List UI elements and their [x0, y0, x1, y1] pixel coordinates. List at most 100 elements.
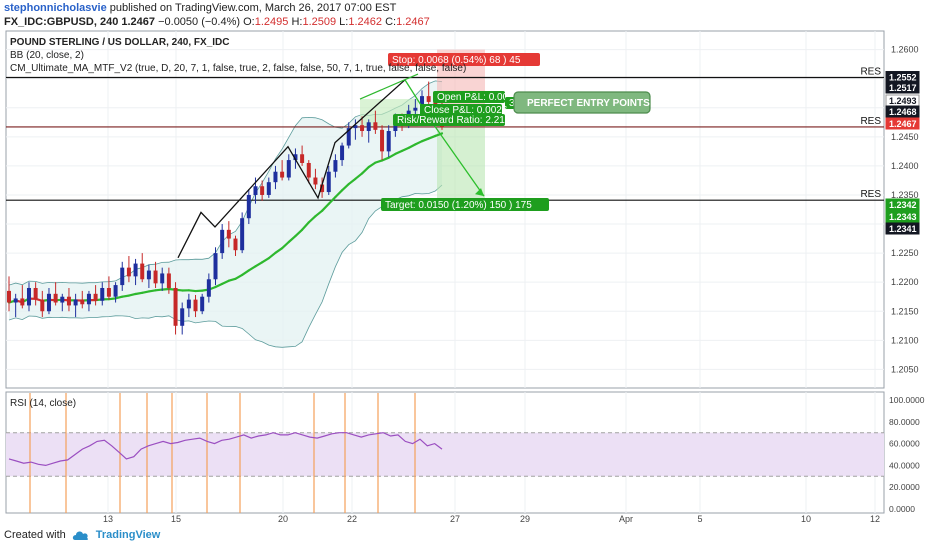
res-label: RES	[860, 189, 881, 200]
legend-bb: BB (20, close, 2)	[10, 50, 84, 61]
ma-segment	[400, 146, 410, 153]
ma-segment	[254, 261, 264, 268]
price-tag-label: 1.2467	[889, 119, 917, 129]
ma-segment	[274, 247, 284, 254]
target-label-bg	[381, 198, 549, 211]
ma-segment	[347, 177, 357, 186]
close-value: 1.2467	[396, 16, 430, 28]
candle-body	[266, 182, 271, 195]
price-tag-bg	[885, 210, 920, 223]
candle-body	[40, 299, 45, 312]
candle-body	[260, 186, 265, 195]
price-tag-bg	[885, 198, 920, 211]
high-value: 1.2509	[302, 16, 337, 28]
candle-body	[360, 125, 365, 132]
publish-line: stephonnicholasvie published on TradingV…	[4, 2, 396, 14]
candle-body	[380, 129, 385, 152]
res-label: RES	[860, 116, 881, 127]
time-tick-label: 22	[347, 514, 357, 524]
ma-segment	[241, 269, 250, 277]
tradingview-logo-text[interactable]: TradingView	[95, 529, 161, 541]
target-label: Target: 0.0150 (1.20%) 150 ) 175	[385, 200, 532, 211]
candle-body	[7, 290, 11, 303]
ma-segment	[327, 195, 337, 205]
ma-segment	[247, 265, 257, 272]
price-tick-label: 1.2450	[891, 132, 919, 142]
time-tick-label: 10	[801, 514, 811, 524]
candle-body	[46, 293, 51, 312]
price-tag-bg	[885, 222, 920, 235]
ma-segment	[267, 251, 277, 260]
ma-segment	[147, 289, 157, 293]
legend-rsi: RSI (14, close)	[10, 398, 77, 409]
perfect-entry-box	[513, 91, 651, 114]
candle-body	[373, 122, 378, 130]
candle-body	[140, 263, 145, 280]
candle-body	[273, 171, 278, 183]
open-value: 1.2495	[254, 16, 289, 28]
ma-segment	[374, 159, 384, 164]
ma-segment	[127, 292, 137, 297]
candle-body	[186, 299, 191, 309]
price-tick-label: 1.2050	[891, 364, 919, 374]
risk-reward-label-bg	[393, 114, 505, 126]
pattern-line	[177, 79, 406, 259]
ma-segment	[134, 291, 144, 296]
time-tick-label: 15	[171, 514, 181, 524]
candle-body	[346, 128, 351, 146]
entry-trend-line	[359, 73, 419, 100]
res-label: RES	[860, 67, 881, 78]
time-tick-label: 27	[450, 514, 460, 524]
ma-segment	[261, 257, 270, 264]
author-link[interactable]: stephonnicholasvie	[4, 2, 107, 14]
price-tag-bg	[885, 81, 920, 94]
price-tag-label: 1.2493	[889, 96, 917, 106]
ma-segment	[427, 134, 437, 140]
candle-body	[126, 267, 131, 277]
ma-segment	[187, 289, 197, 293]
ma-segment	[394, 149, 404, 156]
candle-body	[73, 299, 78, 306]
candle-body	[113, 285, 118, 297]
ma-segment	[354, 172, 364, 180]
risk-reward-label: Risk/Reward Ratio: 2.21	[397, 115, 505, 126]
candle-body	[313, 177, 318, 185]
price-tag-label: 1.2468	[889, 107, 917, 117]
rsi-tick-label: 80.0000	[889, 417, 920, 427]
ma-segment	[287, 234, 297, 244]
candle-body	[13, 298, 18, 303]
low-value: 1.2462	[348, 16, 383, 28]
candle-body	[426, 96, 431, 102]
ma-segment	[121, 294, 131, 298]
candle-body	[53, 293, 58, 303]
ma-segment	[320, 202, 330, 212]
ma-segment	[367, 161, 377, 169]
time-tick-label: 20	[278, 514, 288, 524]
ma-segment	[387, 152, 397, 159]
ma-segment	[340, 182, 350, 192]
price-tag-bg	[885, 117, 920, 130]
main-pane-frame	[5, 30, 885, 389]
candle-body	[353, 125, 358, 129]
rsi-band	[6, 432, 884, 477]
price-tick-label: 1.2150	[891, 306, 919, 316]
price-tag-label: 1.2342	[889, 200, 917, 210]
candle-body	[86, 293, 91, 305]
footer: Created with TradingView	[4, 529, 160, 541]
candle-body	[226, 229, 231, 239]
symbol-name: FX_IDC:GBPUSD, 240	[4, 16, 119, 28]
ma-segment	[234, 273, 244, 280]
candle-body	[206, 279, 211, 297]
close-label: C:	[385, 16, 397, 28]
time-tick-label: Apr	[619, 514, 633, 524]
candle-body	[133, 263, 138, 277]
price-change: −0.0050 (−0.4%)	[158, 16, 241, 28]
stop-label-bg	[388, 53, 540, 66]
candle-body	[366, 122, 371, 132]
ma-segment	[141, 290, 150, 294]
symbol-line: FX_IDC:GBPUSD, 240 1.2467 −0.0050 (−0.4%…	[4, 16, 430, 28]
candle-body	[166, 273, 171, 288]
price-tag-bg	[885, 105, 920, 118]
candle-body	[326, 171, 331, 193]
